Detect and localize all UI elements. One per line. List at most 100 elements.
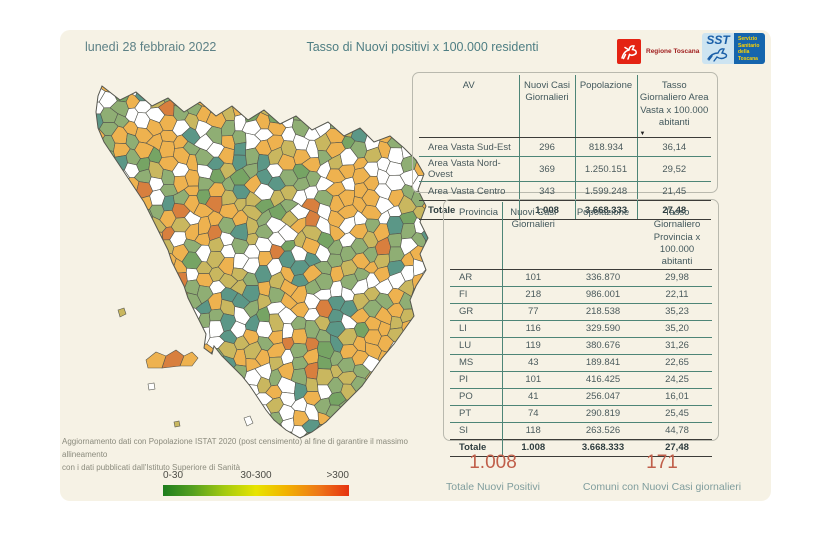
map-municipality-cell[interactable] bbox=[389, 80, 403, 96]
map-municipality-cell[interactable] bbox=[75, 133, 94, 150]
map-municipality-cell[interactable] bbox=[421, 223, 432, 242]
map-municipality-cell[interactable] bbox=[100, 245, 117, 260]
map-municipality-cell[interactable] bbox=[411, 273, 428, 290]
map-municipality-cell[interactable] bbox=[134, 195, 153, 211]
map-municipality-cell[interactable] bbox=[352, 98, 371, 115]
map-municipality-cell[interactable] bbox=[123, 410, 140, 427]
map-municipality-cell[interactable] bbox=[210, 100, 226, 113]
map-municipality-cell[interactable] bbox=[183, 80, 200, 88]
map-municipality-cell[interactable] bbox=[197, 383, 213, 401]
map-municipality-cell[interactable] bbox=[387, 385, 405, 401]
map-municipality-cell[interactable] bbox=[109, 250, 130, 269]
map-municipality-cell[interactable] bbox=[401, 375, 415, 395]
map-municipality-cell[interactable] bbox=[375, 99, 394, 118]
map-municipality-cell[interactable] bbox=[426, 389, 432, 408]
map-municipality-cell[interactable] bbox=[388, 355, 407, 373]
map-municipality-cell[interactable] bbox=[137, 279, 155, 297]
map-municipality-cell[interactable] bbox=[160, 334, 176, 349]
map-municipality-cell[interactable] bbox=[150, 231, 164, 248]
map-municipality-cell[interactable] bbox=[76, 261, 91, 275]
choropleth-map[interactable] bbox=[72, 80, 432, 442]
map-municipality-cell[interactable] bbox=[134, 80, 155, 89]
map-municipality-cell[interactable] bbox=[90, 223, 104, 242]
map-municipality-cell[interactable] bbox=[242, 396, 260, 414]
map-municipality-cell[interactable] bbox=[100, 313, 115, 330]
map-municipality-cell[interactable] bbox=[233, 85, 246, 103]
map-municipality-cell[interactable] bbox=[195, 356, 211, 373]
table-row[interactable]: LU 119 380.676 31,26 bbox=[450, 336, 712, 355]
map-municipality-cell[interactable] bbox=[160, 308, 177, 325]
map-municipality-cell[interactable] bbox=[410, 344, 427, 359]
map-municipality-cell[interactable] bbox=[205, 417, 225, 436]
map-municipality-cell[interactable] bbox=[98, 301, 117, 317]
map-municipality-cell[interactable] bbox=[76, 287, 94, 303]
table-row[interactable]: PO 41 256.047 16,01 bbox=[450, 387, 712, 406]
map-municipality-cell[interactable] bbox=[218, 399, 236, 415]
map-municipality-cell[interactable] bbox=[375, 86, 393, 101]
map-municipality-cell[interactable] bbox=[376, 80, 392, 88]
map-municipality-cell[interactable] bbox=[269, 80, 286, 97]
map-municipality-cell[interactable] bbox=[159, 379, 176, 392]
map-municipality-cell[interactable] bbox=[72, 223, 80, 240]
map-municipality-cell[interactable] bbox=[278, 99, 297, 117]
map-municipality-cell[interactable] bbox=[400, 335, 415, 353]
map-municipality-cell[interactable] bbox=[135, 266, 153, 281]
map-municipality-cell[interactable] bbox=[72, 307, 80, 323]
map-municipality-cell[interactable] bbox=[124, 327, 143, 346]
map-municipality-cell[interactable] bbox=[121, 258, 141, 274]
sort-descending-icon[interactable]: ▼ bbox=[639, 131, 646, 138]
map-municipality-cell[interactable] bbox=[98, 216, 119, 235]
map-municipality-cell[interactable] bbox=[74, 107, 91, 124]
map-municipality-cell[interactable] bbox=[101, 371, 116, 386]
column-header[interactable]: Tasso Giornaliero Provincia x 100.000 ab… bbox=[642, 202, 712, 270]
table-row[interactable]: MS 43 189.841 22,65 bbox=[450, 353, 712, 372]
map-municipality-cell[interactable] bbox=[353, 80, 369, 89]
map-municipality-cell[interactable] bbox=[72, 210, 81, 224]
map-municipality-cell[interactable] bbox=[148, 411, 163, 428]
map-municipality-cell[interactable] bbox=[97, 259, 116, 274]
map-municipality-cell[interactable] bbox=[72, 335, 83, 351]
map-municipality-cell[interactable] bbox=[161, 404, 177, 423]
map-municipality-cell[interactable] bbox=[230, 379, 249, 395]
map-municipality-cell[interactable] bbox=[122, 202, 143, 220]
map-municipality-cell[interactable] bbox=[170, 386, 190, 400]
map-municipality-cell[interactable] bbox=[387, 410, 407, 429]
table-row[interactable]: FI 218 986.001 22,11 bbox=[450, 285, 712, 304]
map-municipality-cell[interactable] bbox=[313, 91, 332, 110]
map-municipality-cell[interactable] bbox=[410, 315, 428, 331]
map-municipality-cell[interactable] bbox=[352, 87, 371, 103]
map-municipality-cell[interactable] bbox=[137, 251, 151, 269]
column-header[interactable]: Popolazione bbox=[564, 202, 642, 270]
map-municipality-cell[interactable] bbox=[109, 294, 131, 311]
table-row[interactable]: Area Vasta Nord-Ovest 369 1.250.151 29,52 bbox=[419, 156, 711, 182]
map-municipality-cell[interactable] bbox=[209, 80, 223, 88]
map-municipality-cell[interactable] bbox=[101, 230, 118, 247]
map-municipality-cell[interactable] bbox=[86, 195, 103, 213]
map-municipality-cell[interactable] bbox=[149, 313, 166, 331]
map-municipality-cell[interactable] bbox=[401, 363, 416, 377]
map-municipality-cell[interactable] bbox=[377, 406, 393, 421]
map-municipality-cell[interactable] bbox=[72, 379, 80, 394]
map-municipality-cell[interactable] bbox=[97, 287, 119, 303]
map-municipality-cell[interactable] bbox=[424, 292, 432, 312]
map-municipality-cell[interactable] bbox=[207, 402, 223, 421]
map-municipality-cell[interactable] bbox=[109, 323, 131, 339]
map-municipality-cell[interactable] bbox=[424, 280, 432, 298]
map-municipality-cell[interactable] bbox=[99, 177, 115, 193]
map-municipality-cell[interactable] bbox=[72, 84, 80, 102]
map-municipality-cell[interactable] bbox=[170, 369, 188, 388]
map-municipality-cell[interactable] bbox=[184, 85, 203, 104]
map-municipality-cell[interactable] bbox=[72, 115, 82, 130]
map-municipality-cell[interactable] bbox=[340, 105, 359, 124]
map-municipality-cell[interactable] bbox=[88, 182, 103, 198]
column-header[interactable]: Tasso Giornaliero Area Vasta x 100.000 a… bbox=[636, 75, 711, 139]
map-municipality-cell[interactable] bbox=[221, 370, 238, 385]
map-municipality-cell[interactable] bbox=[109, 280, 128, 297]
map-municipality-cell[interactable] bbox=[133, 308, 154, 326]
map-municipality-cell[interactable] bbox=[363, 104, 382, 125]
map-municipality-cell[interactable] bbox=[72, 240, 80, 255]
map-municipality-cell[interactable] bbox=[337, 81, 357, 96]
map-island-cell[interactable] bbox=[173, 420, 181, 428]
map-municipality-cell[interactable] bbox=[193, 410, 214, 430]
map-municipality-cell[interactable] bbox=[77, 192, 94, 207]
